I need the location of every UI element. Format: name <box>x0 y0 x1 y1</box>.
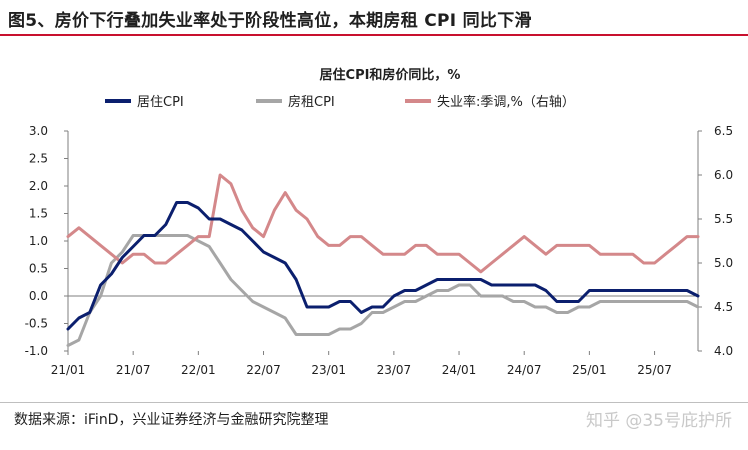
series-line-unemployment <box>66 173 700 274</box>
x-axis-ticks: 21/01 21/07 22/01 22/07 23/01 23/07 24/01 24/07… <box>51 351 672 377</box>
source-note: 数据来源：iFinD，兴业证券经济与金融研究院整理 <box>14 412 329 428</box>
legend-label-housing-cpi: 居住CPI <box>137 95 184 110</box>
left-tick-label: -1.0 <box>25 344 48 358</box>
footer-divider <box>0 402 748 403</box>
chart-title: 居住CPI和房价同比，% <box>320 67 461 83</box>
x-tick-label: 25/01 <box>572 363 607 377</box>
right-tick-label: 5.0 <box>714 256 733 270</box>
left-tick-label: 2.0 <box>29 179 48 193</box>
series-line-housing-cpi <box>66 201 700 331</box>
left-tick-label: 0.0 <box>29 289 48 303</box>
legend: 居住CPI 房租CPI 失业率:季调,%（右轴） <box>105 94 575 110</box>
legend-label-rent-cpi: 房租CPI <box>288 94 335 110</box>
figure-title: 图5、房价下行叠加失业率处于阶段性高位，本期房租 CPI 同比下滑 <box>8 11 532 31</box>
right-tick-label: 6.5 <box>714 124 733 138</box>
left-tick-label: 0.5 <box>29 262 48 276</box>
right-tick-label: 4.5 <box>714 300 733 314</box>
x-tick-label: 24/07 <box>507 363 542 377</box>
left-tick-label: 2.5 <box>29 152 48 166</box>
line-chart: 居住CPI和房价同比，% 居住CPI 房租CPI 失业率:季调,%（右轴） 3.… <box>25 67 734 377</box>
x-tick-label: 22/01 <box>181 363 216 377</box>
left-axis-ticks: 3.0 2.5 2.0 1.5 1.0 0.5 0.0 -0.5 -1.0 <box>25 124 68 358</box>
x-tick-label: 25/07 <box>637 363 672 377</box>
right-tick-label: 6.0 <box>714 168 733 182</box>
left-tick-label: 1.5 <box>29 207 48 221</box>
series-layer <box>66 173 700 347</box>
legend-label-unemployment: 失业率:季调,%（右轴） <box>437 94 575 110</box>
left-tick-label: 3.0 <box>29 124 48 138</box>
left-tick-label: 1.0 <box>29 234 48 248</box>
left-tick-label: -0.5 <box>25 317 48 331</box>
x-tick-label: 24/01 <box>442 363 477 377</box>
right-tick-label: 5.5 <box>714 212 733 226</box>
x-tick-label: 23/07 <box>377 363 412 377</box>
right-tick-label: 4.0 <box>714 344 733 358</box>
title-divider <box>0 34 748 36</box>
right-axis-ticks: 6.5 6.0 5.5 5.0 4.5 4.0 <box>698 124 733 358</box>
series-line-rent-cpi <box>66 234 700 347</box>
watermark: 知乎 @35号庇护所 <box>585 411 732 431</box>
x-tick-label: 21/07 <box>116 363 151 377</box>
x-tick-label: 22/07 <box>246 363 281 377</box>
x-tick-label: 21/01 <box>51 363 86 377</box>
x-tick-label: 23/01 <box>311 363 346 377</box>
